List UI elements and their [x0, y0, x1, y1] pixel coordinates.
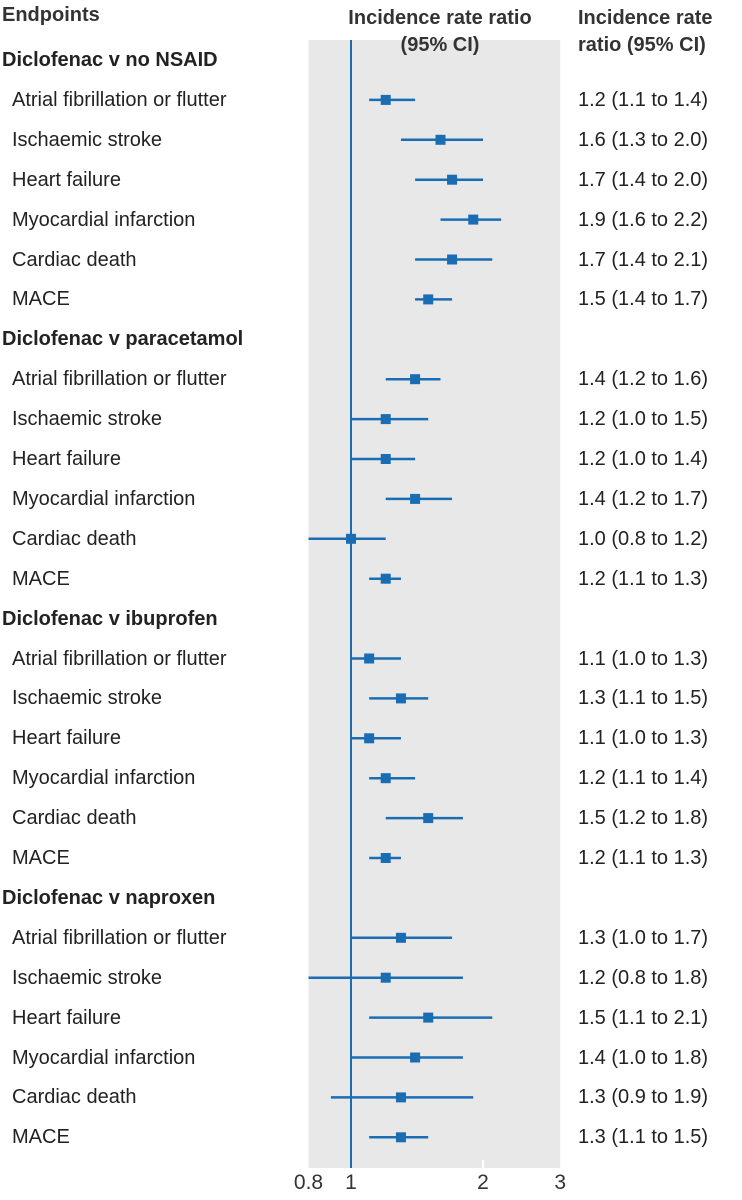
group-heading: Diclofenac v paracetamol	[2, 328, 244, 351]
ci-value: 1.4 (1.2 to 1.6)	[578, 368, 709, 391]
point-estimate	[468, 214, 479, 225]
point-estimate	[423, 813, 434, 824]
plot-panel	[308, 40, 561, 1168]
ci-value: 1.4 (1.0 to 1.8)	[578, 1046, 709, 1069]
ci-value: 1.0 (0.8 to 1.2)	[578, 527, 709, 550]
point-estimate	[380, 573, 391, 584]
ci-value: 1.7 (1.4 to 2.0)	[578, 168, 709, 191]
endpoint-label: MACE	[12, 1126, 70, 1149]
ci-value: 1.2 (1.1 to 1.4)	[578, 88, 709, 111]
plot-header: Incidence rate ratio (95% CI)	[348, 7, 532, 56]
group-heading: Diclofenac v naproxen	[2, 886, 216, 909]
point-estimate	[447, 254, 458, 265]
point-estimate	[447, 174, 458, 185]
endpoint-label: Atrial fibrillation or flutter	[12, 926, 227, 949]
ci-value: 1.6 (1.3 to 2.0)	[578, 128, 709, 151]
point-estimate	[364, 653, 375, 664]
endpoint-label: Cardiac death	[12, 248, 137, 271]
ci-value: 1.3 (1.1 to 1.5)	[578, 687, 709, 710]
point-estimate	[346, 533, 356, 544]
endpoint-label: Atrial fibrillation or flutter	[12, 88, 227, 111]
point-estimate	[410, 493, 421, 504]
x-tick-label: 2	[477, 1171, 489, 1194]
endpoint-label: Myocardial infarction	[12, 487, 196, 510]
point-estimate	[380, 853, 391, 863]
ci-value: 1.2 (1.0 to 1.4)	[578, 448, 709, 470]
endpoint-label: MACE	[12, 288, 70, 311]
group-heading: Diclofenac v no NSAID	[2, 49, 218, 71]
ci-value: 1.2 (1.1 to 1.3)	[578, 567, 709, 590]
ci-value: 1.2 (1.1 to 1.4)	[578, 767, 709, 790]
endpoint-label: Cardiac death	[12, 1086, 137, 1109]
ci-value: 1.5 (1.2 to 1.8)	[578, 807, 709, 830]
endpoint-label: Ischaemic stroke	[12, 128, 163, 151]
ci-value: 1.3 (0.9 to 1.9)	[578, 1086, 709, 1109]
ci-value: 1.2 (0.8 to 1.8)	[578, 966, 709, 989]
ci-value: 1.2 (1.1 to 1.3)	[578, 847, 709, 869]
x-tick-label: 3	[554, 1171, 567, 1194]
ci-value: 1.4 (1.2 to 1.7)	[578, 487, 709, 510]
point-estimate	[364, 733, 375, 744]
endpoint-label: Heart failure	[12, 448, 121, 470]
endpoint-label: Cardiac death	[12, 527, 137, 550]
point-estimate	[380, 94, 391, 105]
endpoint-label: Heart failure	[12, 168, 121, 191]
endpoint-label: Atrial fibrillation or flutter	[12, 647, 227, 670]
endpoint-label: Myocardial infarction	[12, 1046, 196, 1069]
group-heading: Diclofenac v ibuprofen	[2, 607, 218, 630]
point-estimate	[395, 1092, 406, 1103]
point-estimate	[380, 454, 391, 464]
ci-value: 1.1 (1.0 to 1.3)	[578, 647, 709, 670]
endpoint-label: Ischaemic stroke	[12, 408, 163, 431]
point-estimate	[410, 374, 421, 385]
ci-value: 1.9 (1.6 to 2.2)	[578, 208, 709, 231]
endpoint-label: Atrial fibrillation or flutter	[12, 368, 227, 391]
point-estimate	[395, 1132, 406, 1143]
point-estimate	[380, 773, 391, 784]
point-estimate	[380, 972, 391, 983]
endpoint-label: Myocardial infarction	[12, 767, 196, 790]
point-estimate	[423, 294, 434, 305]
point-estimate	[395, 932, 406, 943]
endpoint-label: Heart failure	[12, 1006, 121, 1029]
values-header: Incidence rate ratio (95% CI)	[578, 7, 713, 56]
ci-value: 1.3 (1.1 to 1.5)	[578, 1126, 709, 1149]
point-estimate	[423, 1012, 434, 1023]
ci-value: 1.5 (1.4 to 1.7)	[578, 288, 709, 311]
ci-value: 1.2 (1.0 to 1.5)	[578, 408, 709, 431]
point-estimate	[435, 134, 446, 145]
endpoint-label: Ischaemic stroke	[12, 687, 163, 710]
point-estimate	[410, 1052, 421, 1063]
endpoint-label: MACE	[12, 567, 70, 590]
x-tick-label: 0.8	[293, 1171, 324, 1194]
ci-value: 1.5 (1.1 to 2.1)	[578, 1006, 709, 1029]
endpoint-label: Myocardial infarction	[12, 208, 196, 231]
point-estimate	[380, 414, 391, 425]
point-estimate	[395, 693, 406, 704]
endpoints-header: Endpoints	[2, 4, 100, 26]
endpoint-label: Ischaemic stroke	[12, 966, 163, 989]
ci-value: 1.1 (1.0 to 1.3)	[578, 727, 709, 750]
endpoint-label: Heart failure	[12, 727, 121, 750]
x-tick-label: 1	[345, 1171, 357, 1194]
ci-value: 1.3 (1.0 to 1.7)	[578, 926, 709, 949]
endpoint-label: Cardiac death	[12, 807, 137, 830]
ci-value: 1.7 (1.4 to 2.1)	[578, 248, 709, 271]
endpoint-label: MACE	[12, 847, 70, 869]
